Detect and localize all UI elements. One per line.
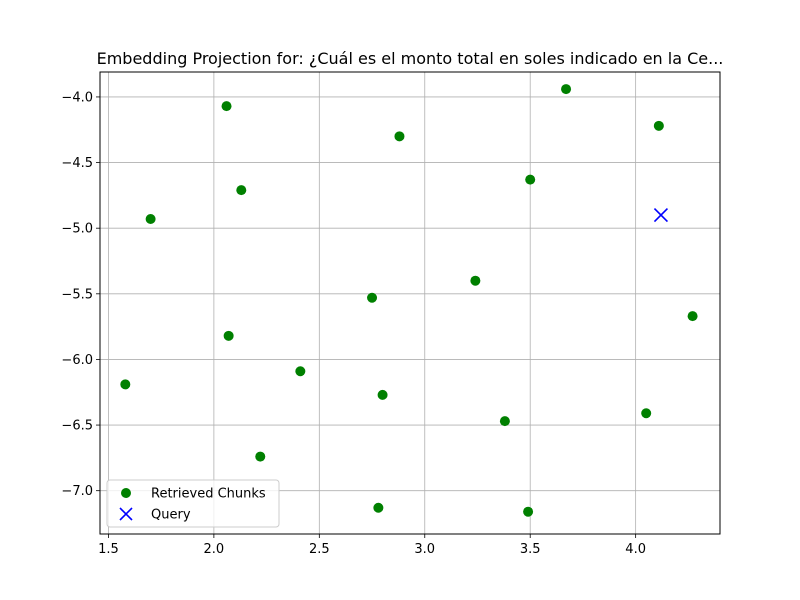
legend: Retrieved Chunks Query [106, 479, 280, 528]
retrieved-chunk-point [367, 292, 378, 303]
x-tick-label: 3.5 [520, 542, 541, 557]
retrieved-chunk-point [295, 366, 306, 377]
x-axis-ticks: 1.5 2.0 2.5 3.0 3.5 4.0 [98, 534, 646, 557]
plot-area-frame [99, 71, 721, 535]
retrieved-chunk-point [525, 174, 536, 185]
retrieved-chunk-point [120, 379, 131, 390]
y-tick-label: −6.0 [61, 353, 93, 368]
y-tick-label: −7.0 [61, 484, 93, 499]
retrieved-chunk-point [236, 185, 247, 196]
x-tick-label: 2.0 [204, 542, 225, 557]
chart-title: Embedding Projection for: ¿Cuál es el mo… [97, 49, 724, 68]
retrieved-chunk-point [561, 84, 572, 95]
data-points [120, 84, 698, 517]
y-axis-ticks: −4.0 −4.5 −5.0 −5.5 −6.0 −6.5 −7.0 [61, 90, 100, 499]
x-tick-label: 4.0 [625, 542, 646, 557]
retrieved-chunk-point [523, 506, 534, 517]
query-point [653, 207, 669, 223]
legend-marker-retrieved-chunks [121, 488, 131, 498]
retrieved-chunk-point [221, 101, 232, 112]
retrieved-chunk-point [687, 311, 698, 322]
x-tick-label: 1.5 [98, 542, 119, 557]
y-tick-label: −4.0 [61, 90, 93, 105]
y-tick-label: −6.5 [61, 419, 93, 434]
y-tick-label: −5.0 [61, 222, 93, 237]
retrieved-chunk-point [255, 451, 266, 462]
retrieved-chunk-point [145, 214, 156, 224]
retrieved-chunk-point [394, 131, 405, 142]
retrieved-chunk-point [499, 416, 510, 427]
legend-label-retrieved-chunks: Retrieved Chunks [151, 487, 266, 502]
y-tick-label: −4.5 [61, 156, 93, 171]
retrieved-chunk-point [223, 330, 234, 341]
retrieved-chunk-point [373, 502, 384, 513]
grid [100, 72, 720, 534]
y-tick-label: −5.5 [61, 287, 93, 302]
retrieved-chunk-point [641, 408, 652, 419]
x-tick-label: 3.0 [414, 542, 435, 557]
retrieved-chunk-point [377, 389, 388, 400]
legend-box [106, 479, 280, 528]
legend-marker-query [119, 507, 133, 521]
retrieved-chunk-point [653, 120, 664, 131]
legend-label-query: Query [151, 508, 191, 523]
x-tick-label: 2.5 [309, 542, 330, 557]
retrieved-chunk-point [470, 275, 481, 286]
